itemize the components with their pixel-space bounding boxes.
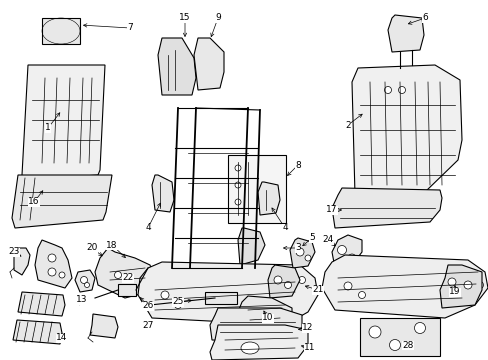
Polygon shape <box>75 270 95 292</box>
Text: 2: 2 <box>345 121 350 130</box>
Ellipse shape <box>235 182 241 188</box>
Ellipse shape <box>273 276 282 284</box>
Text: 22: 22 <box>122 274 133 283</box>
Ellipse shape <box>48 254 56 262</box>
Polygon shape <box>321 255 487 318</box>
Text: 20: 20 <box>86 243 98 252</box>
Ellipse shape <box>285 284 293 292</box>
Ellipse shape <box>343 282 351 290</box>
Ellipse shape <box>347 254 355 262</box>
Bar <box>359 318 439 356</box>
Text: 4: 4 <box>145 224 150 233</box>
Polygon shape <box>194 38 224 90</box>
Text: 27: 27 <box>142 321 153 330</box>
Ellipse shape <box>161 291 169 299</box>
Polygon shape <box>387 15 423 52</box>
Polygon shape <box>138 262 317 325</box>
Polygon shape <box>289 238 314 268</box>
Ellipse shape <box>254 314 264 322</box>
Ellipse shape <box>235 165 241 171</box>
Text: 19: 19 <box>448 288 460 297</box>
Ellipse shape <box>358 292 365 298</box>
Text: 17: 17 <box>325 206 337 215</box>
Text: 16: 16 <box>28 198 40 207</box>
Text: 7: 7 <box>127 23 133 32</box>
Text: 1: 1 <box>45 123 51 132</box>
Polygon shape <box>209 325 307 360</box>
Bar <box>204 292 237 304</box>
Text: 14: 14 <box>56 333 67 342</box>
Text: 25: 25 <box>172 297 183 306</box>
Polygon shape <box>35 240 72 288</box>
Polygon shape <box>331 235 361 268</box>
Ellipse shape <box>298 276 305 284</box>
Ellipse shape <box>337 246 346 255</box>
Polygon shape <box>22 65 105 180</box>
Polygon shape <box>209 308 302 342</box>
Ellipse shape <box>305 255 310 261</box>
Ellipse shape <box>463 281 471 289</box>
Ellipse shape <box>447 278 455 286</box>
Ellipse shape <box>241 342 259 354</box>
Ellipse shape <box>59 272 65 278</box>
Ellipse shape <box>48 268 56 276</box>
Bar <box>118 284 136 296</box>
Polygon shape <box>90 314 118 338</box>
Text: 21: 21 <box>312 285 323 294</box>
Polygon shape <box>439 265 481 308</box>
Polygon shape <box>258 182 280 215</box>
Polygon shape <box>331 188 441 228</box>
Bar <box>42 18 80 44</box>
Text: 8: 8 <box>295 161 300 170</box>
Ellipse shape <box>174 302 181 309</box>
Polygon shape <box>18 292 65 316</box>
Text: 5: 5 <box>308 234 314 243</box>
Text: 23: 23 <box>8 248 20 256</box>
Ellipse shape <box>84 283 89 288</box>
Text: 9: 9 <box>215 13 221 22</box>
Ellipse shape <box>389 339 400 351</box>
Polygon shape <box>267 265 299 298</box>
Polygon shape <box>12 175 112 228</box>
Text: 10: 10 <box>262 314 273 323</box>
Ellipse shape <box>384 86 391 94</box>
Ellipse shape <box>368 326 380 338</box>
Ellipse shape <box>295 248 304 256</box>
Text: 18: 18 <box>106 240 118 249</box>
Ellipse shape <box>463 274 471 282</box>
Ellipse shape <box>81 276 87 284</box>
Text: 4: 4 <box>282 224 287 233</box>
Ellipse shape <box>475 282 483 288</box>
Polygon shape <box>14 248 30 275</box>
Polygon shape <box>351 65 461 195</box>
Ellipse shape <box>398 86 405 94</box>
Polygon shape <box>13 320 62 344</box>
Text: 15: 15 <box>179 13 190 22</box>
Text: 6: 6 <box>421 13 427 22</box>
Polygon shape <box>238 296 291 335</box>
Text: 12: 12 <box>302 324 313 333</box>
Text: 24: 24 <box>322 235 333 244</box>
Ellipse shape <box>114 271 121 279</box>
Polygon shape <box>238 228 264 265</box>
Ellipse shape <box>284 282 291 288</box>
Polygon shape <box>152 175 174 212</box>
Polygon shape <box>95 248 155 298</box>
Polygon shape <box>158 38 196 95</box>
Text: 11: 11 <box>304 343 315 352</box>
Ellipse shape <box>235 199 241 205</box>
Ellipse shape <box>414 323 425 333</box>
Bar <box>227 155 285 223</box>
Text: 28: 28 <box>402 341 413 350</box>
Text: 13: 13 <box>76 296 87 305</box>
Text: 26: 26 <box>142 302 153 310</box>
Text: 3: 3 <box>295 243 300 252</box>
